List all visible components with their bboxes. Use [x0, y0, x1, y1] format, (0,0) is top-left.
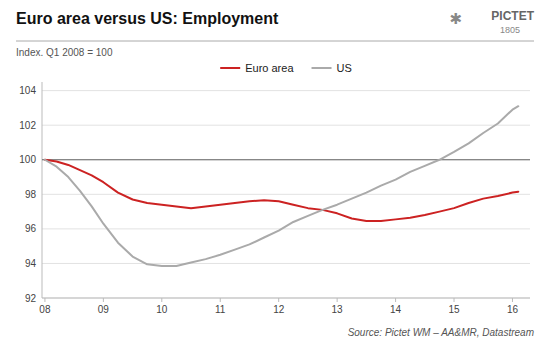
- y-axis-line: [42, 82, 43, 298]
- series-line: [45, 160, 518, 221]
- chart: Euro area versus US: Employment ✱ PICTET 18…: [0, 0, 550, 344]
- grid-line: [42, 159, 530, 160]
- reference-line: [42, 159, 530, 160]
- series-line: [45, 106, 518, 266]
- x-tick: [220, 298, 221, 302]
- x-tick-label: 08: [39, 304, 51, 315]
- legend-label: Euro area: [245, 62, 294, 74]
- logo-year: 1805: [500, 25, 520, 35]
- separator: [16, 41, 534, 42]
- legend-label: US: [337, 62, 352, 74]
- x-tick-label: 09: [98, 304, 110, 315]
- x-tick: [103, 298, 104, 302]
- x-tick: [512, 298, 513, 302]
- x-tick-label: 14: [390, 304, 402, 315]
- y-tick-label: 104: [19, 85, 36, 96]
- x-axis-line: [42, 298, 530, 299]
- grid-line: [42, 125, 530, 126]
- x-tick: [44, 298, 45, 302]
- legend-swatch: [312, 67, 332, 69]
- grid-line: [42, 194, 530, 195]
- plot-area: [42, 106, 530, 266]
- y-tick-label: 92: [25, 293, 37, 304]
- y-tick-label: 102: [19, 120, 36, 131]
- x-tick: [278, 298, 279, 302]
- grid-line: [42, 90, 530, 91]
- legend-swatch: [220, 67, 240, 69]
- x-tick-label: 13: [332, 304, 344, 315]
- subtitle: Index. Q1 2008 = 100: [16, 47, 113, 58]
- y-tick-label: 94: [25, 258, 37, 269]
- y-tick-label: 96: [25, 223, 37, 234]
- x-tick-label: 16: [507, 304, 519, 315]
- x-tick: [454, 298, 455, 302]
- grid-line: [42, 263, 530, 264]
- legend: Euro area US: [220, 62, 352, 74]
- legend-item: Euro area: [220, 62, 294, 74]
- x-tick: [337, 298, 338, 302]
- grid-line: [42, 228, 530, 229]
- title: Euro area versus US: Employment: [16, 10, 279, 27]
- logo-mark: ✱: [449, 10, 462, 27]
- x-tick: [395, 298, 396, 302]
- x-tick-label: 11: [215, 304, 226, 315]
- grid-line: [42, 298, 530, 299]
- y-tick-label: 100: [19, 154, 36, 165]
- x-tick-label: 15: [448, 304, 460, 315]
- x-tick-label: 10: [156, 304, 168, 315]
- logo-text: PICTET: [491, 9, 534, 23]
- legend-item: US: [312, 62, 352, 74]
- x-tick: [161, 298, 162, 302]
- y-tick-label: 98: [25, 189, 37, 200]
- x-tick-label: 12: [273, 304, 285, 315]
- source: Source: Pictet WM – AA&MR, Datastream: [348, 327, 534, 338]
